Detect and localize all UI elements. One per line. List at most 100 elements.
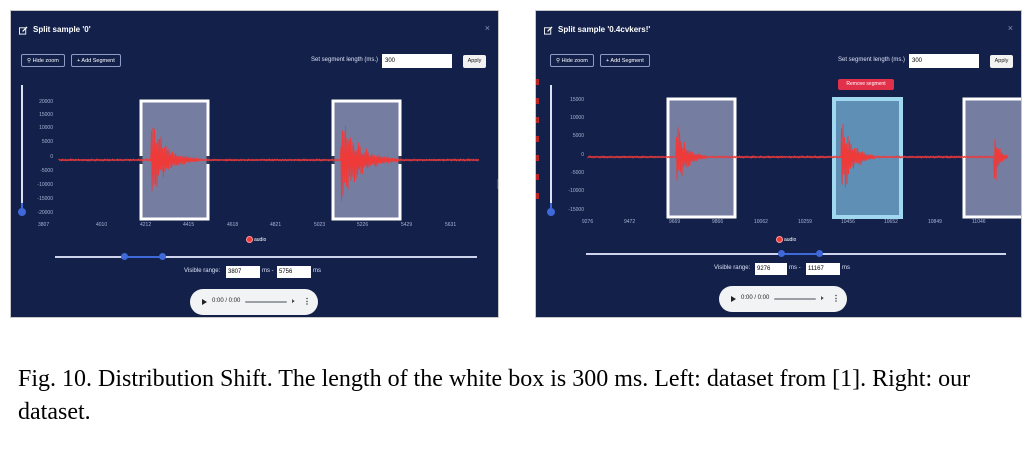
- right-split-panel: Split sample '0.4cvkers!' × ⚲ Hide zoom …: [535, 10, 1022, 318]
- visible-range-start-input[interactable]: 3807: [226, 266, 260, 278]
- legend-marker: [246, 236, 253, 243]
- y-tick-label: 15000: [570, 97, 584, 103]
- volume-icon[interactable]: 🕨: [290, 298, 295, 305]
- apply-button[interactable]: Apply: [463, 55, 486, 68]
- x-tick-label: 4618: [227, 222, 239, 228]
- remove-segment-button[interactable]: Remove segment: [838, 79, 894, 90]
- x-tick-label: 9472: [624, 219, 636, 225]
- y-tick-label: 0: [581, 152, 584, 158]
- figure-caption: Fig. 10. Distribution Shift. The length …: [18, 366, 971, 425]
- visible-range-unit: ms: [313, 268, 321, 274]
- panel-title: Split sample '0.4cvkers!': [558, 25, 651, 34]
- range-slider-start-thumb[interactable]: [121, 253, 129, 260]
- y-tick-label: 15000: [39, 112, 53, 118]
- side-marker: [536, 155, 539, 161]
- x-tick-label: 5429: [401, 222, 413, 228]
- y-tick-label: -10000: [568, 188, 584, 194]
- panel-header: Split sample '0' ×: [11, 11, 498, 51]
- range-slider-fill: [124, 256, 163, 258]
- more-options-icon[interactable]: ⋮: [303, 297, 311, 306]
- apply-button[interactable]: Apply: [990, 55, 1013, 68]
- x-tick-label: 11046: [972, 219, 986, 225]
- y-tick-label: 10000: [39, 125, 53, 131]
- segment-box-3-fill[interactable]: [964, 99, 1022, 217]
- visible-range-end-input[interactable]: 11167: [806, 263, 840, 275]
- x-tick-label: 10456: [841, 219, 855, 225]
- side-marker: [536, 98, 539, 104]
- x-tick-label: 5631: [445, 222, 457, 228]
- player-progress-bar[interactable]: [774, 298, 816, 300]
- y-tick-label: -20000: [37, 210, 53, 216]
- panel-title: Split sample '0': [33, 25, 91, 34]
- segment-length-input[interactable]: 300: [909, 54, 979, 68]
- search-icon: ⚲: [27, 58, 33, 64]
- y-tick-label: 0: [50, 154, 53, 160]
- add-segment-button[interactable]: + Add Segment: [600, 54, 650, 67]
- waveform-chart: [58, 99, 480, 221]
- visible-range-separator: ms -: [789, 265, 801, 271]
- more-options-icon[interactable]: ⋮: [832, 294, 840, 303]
- vertical-zoom-slider[interactable]: [18, 85, 26, 216]
- x-tick-label: 10062: [754, 219, 768, 225]
- y-tick-label: 10000: [570, 115, 584, 121]
- x-tick-label: 3807: [38, 222, 50, 228]
- range-slider[interactable]: [55, 253, 477, 260]
- y-tick-label: -5000: [571, 170, 584, 176]
- hide-zoom-button[interactable]: ⚲ Hide zoom: [550, 54, 594, 67]
- panel-header: Split sample '0.4cvkers!' ×: [536, 11, 1021, 51]
- close-icon[interactable]: ×: [1007, 23, 1013, 33]
- range-slider[interactable]: [586, 250, 1006, 257]
- range-slider-fill: [781, 253, 820, 255]
- x-tick-label: 5023: [314, 222, 326, 228]
- play-icon[interactable]: [202, 299, 207, 305]
- player-progress-bar[interactable]: [245, 301, 287, 303]
- segment-box-1[interactable]: [666, 97, 737, 219]
- play-icon[interactable]: [731, 296, 736, 302]
- x-tick-label: 4821: [270, 222, 282, 228]
- audio-player: 0:00 / 0:00 🕨 ⋮: [190, 289, 318, 315]
- x-tick-label: 10849: [928, 219, 942, 225]
- y-tick-label: 5000: [572, 133, 584, 139]
- segment-box-3[interactable]: [962, 97, 1022, 219]
- legend[interactable]: audio: [776, 236, 796, 243]
- range-slider-end-thumb[interactable]: [815, 250, 823, 257]
- waveform-line: [58, 125, 480, 202]
- legend[interactable]: audio: [246, 236, 266, 243]
- waveform-chart: [587, 97, 1022, 219]
- hide-zoom-label: Hide zoom: [32, 58, 59, 64]
- x-tick-label: 10259: [798, 219, 812, 225]
- vertical-slider-thumb[interactable]: [18, 208, 26, 216]
- edit-icon: [19, 26, 28, 35]
- x-tick-label: 9669: [669, 219, 681, 225]
- legend-label: audio: [784, 236, 797, 243]
- side-marker: [536, 136, 539, 142]
- side-marker: [497, 179, 498, 189]
- visible-range-end-input[interactable]: 5756: [277, 266, 311, 278]
- player-time: 0:00 / 0:00: [212, 298, 241, 304]
- volume-icon[interactable]: 🕨: [819, 295, 824, 302]
- close-icon[interactable]: ×: [484, 23, 490, 33]
- visible-range-label: Visible range:: [714, 265, 751, 271]
- range-slider-end-thumb[interactable]: [159, 253, 167, 260]
- edit-icon: [544, 26, 553, 35]
- y-tick-label: -5000: [40, 168, 53, 174]
- x-tick-label: 4212: [140, 222, 152, 228]
- legend-marker: [776, 236, 783, 243]
- add-segment-button[interactable]: + Add Segment: [71, 54, 121, 67]
- visible-range-start-input[interactable]: 9276: [755, 263, 787, 275]
- left-split-panel: Split sample '0' × ⚲ Hide zoom + Add Seg…: [10, 10, 499, 318]
- x-tick-label: 10652: [884, 219, 898, 225]
- segment-length-label: Set segment length (ms.): [838, 57, 906, 63]
- waveform-line: [587, 123, 1009, 188]
- range-slider-start-thumb[interactable]: [777, 250, 785, 257]
- hide-zoom-button[interactable]: ⚲ Hide zoom: [21, 54, 65, 67]
- x-tick-label: 9276: [582, 219, 594, 225]
- y-tick-label: 5000: [41, 139, 53, 145]
- y-tick-label: -15000: [37, 196, 53, 202]
- vertical-zoom-slider[interactable]: [547, 85, 555, 216]
- player-time: 0:00 / 0:00: [741, 295, 770, 301]
- segment-length-input[interactable]: 300: [382, 54, 452, 68]
- legend-label: audio: [254, 236, 267, 243]
- vertical-slider-thumb[interactable]: [547, 208, 555, 216]
- x-tick-label: 4010: [96, 222, 108, 228]
